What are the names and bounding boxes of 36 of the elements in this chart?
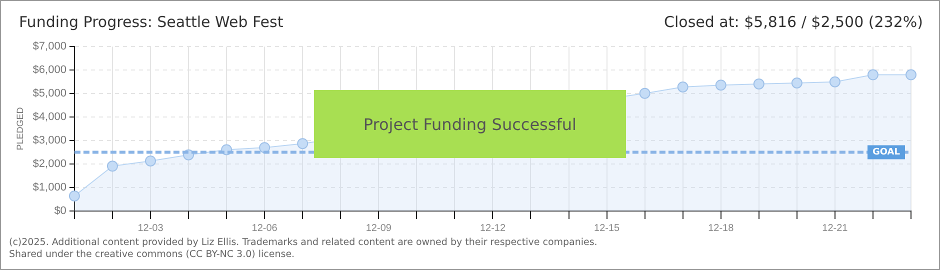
text: Shared under the creative commons (CC BY-NC 3.0) license. xyxy=(9,249,295,260)
y-tick-label: $7,000 xyxy=(32,40,66,53)
point xyxy=(144,155,156,166)
y-axis-title: PLEDGED xyxy=(14,106,25,150)
x-tick-label: 12-15 xyxy=(594,222,620,234)
point xyxy=(829,76,840,88)
y-tick-label: $6,000 xyxy=(32,64,66,76)
y-tick-label: $3,000 xyxy=(32,134,66,147)
x-tick-label: 12-21 xyxy=(822,222,848,234)
x-tick-label: 12-12 xyxy=(480,222,506,234)
x-tick-label: 12-06 xyxy=(252,222,278,234)
point xyxy=(906,69,916,80)
point xyxy=(68,190,80,202)
point xyxy=(106,160,118,172)
annotation: Project Funding Successful xyxy=(363,114,576,134)
y-tick-label: $2,000 xyxy=(32,158,66,170)
text: (c)2025. Additional content provided by Liz Ellis. Trademarks and related content are owned by their respective companies. xyxy=(9,237,598,248)
ref-line-label: GOAL xyxy=(872,148,900,158)
y-tick-label: $1,000 xyxy=(32,182,66,194)
point xyxy=(791,78,802,89)
point xyxy=(715,80,726,91)
success-banner: Project Funding Successful xyxy=(314,90,626,158)
x-tick-label: 12-09 xyxy=(366,222,392,234)
chart-subtitle: Closed at: $5,816 / $2,500 (232%) xyxy=(664,13,923,31)
x-tick-label: 12-03 xyxy=(138,222,164,234)
y-tick-label: $5,000 xyxy=(32,88,66,100)
point xyxy=(867,69,878,80)
point xyxy=(259,142,270,154)
point xyxy=(677,81,688,92)
chart-title: Funding Progress: Seattle Web Fest xyxy=(19,13,284,31)
point xyxy=(297,138,308,150)
point xyxy=(753,78,764,90)
y-tick-label: $0 xyxy=(54,205,66,218)
x-tick-label: 12-18 xyxy=(708,222,734,234)
y-tick-label: $4,000 xyxy=(32,111,66,124)
point xyxy=(639,88,650,99)
